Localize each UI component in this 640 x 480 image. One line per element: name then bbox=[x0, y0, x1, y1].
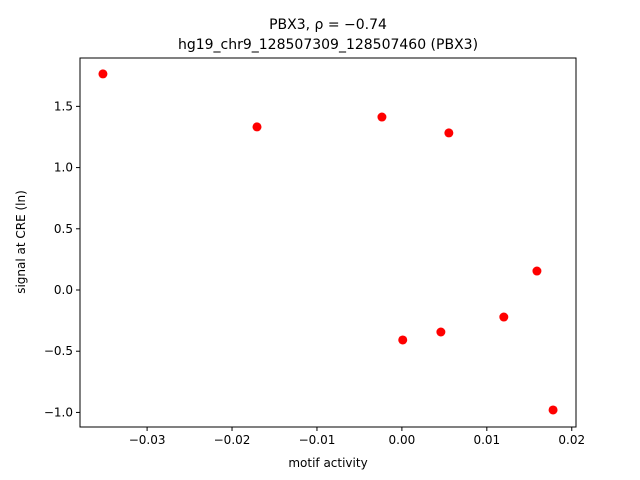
point bbox=[252, 122, 262, 132]
x-tick-label: 0.02 bbox=[558, 433, 585, 447]
point bbox=[398, 335, 408, 345]
x-tick-label: 0.00 bbox=[389, 433, 416, 447]
x-tick-label: −0.01 bbox=[299, 433, 336, 447]
y-tick-label: 0.5 bbox=[54, 222, 73, 236]
point bbox=[499, 312, 509, 322]
x-tick-label: 0.01 bbox=[473, 433, 500, 447]
x-axis-label: motif activity bbox=[288, 456, 367, 470]
chart-subtitle: hg19_chr9_128507309_128507460 (PBX3) bbox=[178, 37, 478, 53]
chart-title: PBX3, ρ = −0.74 bbox=[269, 17, 387, 33]
point bbox=[377, 112, 387, 122]
y-tick-label: 0.0 bbox=[54, 283, 73, 297]
y-tick-label: −1.0 bbox=[44, 405, 73, 419]
x-tick-label: −0.03 bbox=[129, 433, 166, 447]
x-tick-label: −0.02 bbox=[214, 433, 251, 447]
point bbox=[98, 69, 108, 79]
plot-frame bbox=[79, 57, 577, 428]
point bbox=[548, 405, 558, 415]
y-axis-label: signal at CRE (ln) bbox=[14, 190, 28, 294]
point bbox=[436, 327, 446, 337]
y-tick-label: −0.5 bbox=[44, 344, 73, 358]
point bbox=[532, 266, 542, 276]
y-tick-label: 1.5 bbox=[54, 99, 73, 113]
point bbox=[444, 128, 454, 138]
y-tick-label: 1.0 bbox=[54, 161, 73, 175]
